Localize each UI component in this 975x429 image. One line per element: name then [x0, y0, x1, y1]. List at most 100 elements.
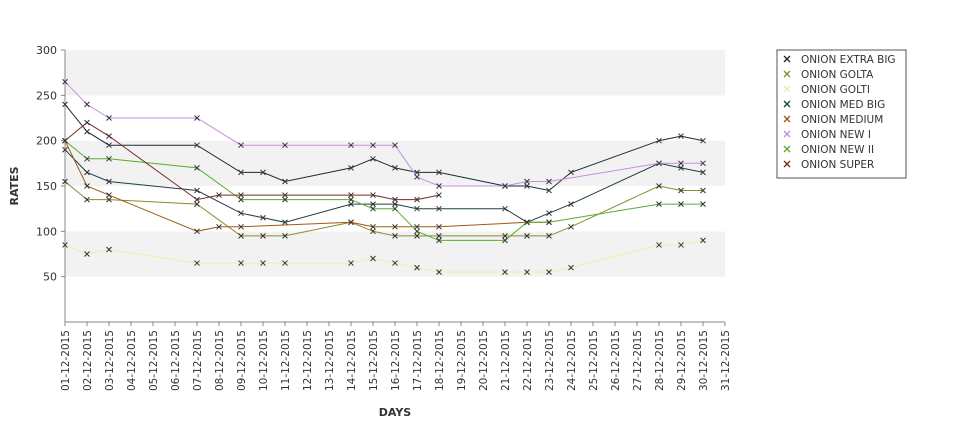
data-point: [436, 269, 442, 275]
data-point: [656, 183, 662, 189]
data-point: [194, 115, 200, 121]
legend-label: ONION GOLTI: [801, 84, 870, 96]
data-point: [546, 269, 552, 275]
legend-marker: [783, 115, 791, 123]
x-tick-label: 17-12-2015: [412, 330, 424, 391]
data-point: [524, 183, 530, 189]
data-point: [678, 187, 684, 194]
legend-label: ONION NEW II: [801, 144, 874, 156]
x-axis-title: DAYS: [379, 406, 412, 419]
data-point: [414, 233, 420, 239]
data-point: [678, 165, 684, 171]
data-point: [238, 233, 244, 239]
data-point: [282, 192, 288, 198]
data-point: [84, 169, 90, 176]
x-tick-label: 09-12-2015: [236, 330, 248, 391]
legend-label: ONION GOLTA: [801, 69, 874, 81]
data-point: [62, 242, 68, 248]
y-tick-label: 300: [36, 44, 57, 57]
data-point: [194, 165, 200, 171]
x-tick-label: 04-12-2015: [126, 330, 138, 391]
data-point: [546, 233, 552, 239]
data-point: [656, 160, 662, 167]
data-point: [414, 174, 420, 180]
data-point: [436, 169, 442, 176]
data-point: [84, 251, 90, 257]
data-point: [392, 201, 398, 207]
x-tick-label: 29-12-2015: [676, 330, 688, 391]
grid-band: [65, 50, 725, 96]
data-point: [502, 269, 508, 275]
data-point: [238, 169, 244, 176]
data-point: [282, 142, 288, 149]
data-point: [62, 78, 68, 85]
data-point: [260, 214, 266, 221]
data-point: [260, 233, 266, 239]
data-point: [106, 142, 112, 149]
data-point: [194, 196, 200, 203]
data-point: [348, 192, 354, 198]
data-point: [348, 196, 354, 203]
data-point: [700, 160, 706, 167]
data-point: [414, 205, 420, 212]
data-point: [414, 228, 420, 235]
x-tick-label: 03-12-2015: [104, 330, 116, 391]
data-point: [656, 201, 662, 207]
x-tick-label: 13-12-2015: [324, 330, 336, 391]
data-point: [106, 155, 112, 162]
data-point: [370, 192, 376, 198]
data-point: [370, 201, 376, 207]
data-point: [62, 137, 68, 144]
x-tick-label: 07-12-2015: [192, 330, 204, 391]
data-point: [370, 228, 376, 235]
data-point: [194, 142, 200, 149]
data-point: [194, 187, 200, 194]
data-point: [370, 205, 376, 212]
x-tick-label: 21-12-2015: [500, 330, 512, 391]
data-point: [546, 219, 552, 226]
data-point: [348, 260, 354, 266]
data-point: [436, 237, 442, 244]
x-tick-label: 16-12-2015: [390, 330, 402, 391]
legend: ONION EXTRA BIG ONION GOLTA ONION GOLTI ONI…: [776, 49, 907, 179]
data-point: [84, 101, 90, 108]
data-point: [238, 196, 244, 203]
x-tick-label: 15-12-2015: [368, 330, 380, 391]
data-point: [656, 242, 662, 248]
x-tick-label: 24-12-2015: [566, 330, 578, 391]
x-tick-label: 11-12-2015: [280, 330, 292, 391]
data-point: [106, 196, 112, 203]
x-tick-label: 28-12-2015: [654, 330, 666, 391]
data-point: [84, 155, 90, 162]
grid-band: [65, 231, 725, 277]
plot-background: [65, 50, 725, 322]
data-point: [216, 192, 222, 198]
data-point: [84, 196, 90, 203]
data-point: [348, 201, 354, 207]
legend-marker: [783, 145, 791, 153]
legend-label: ONION MED BIG: [801, 99, 885, 111]
series-group: [62, 237, 706, 275]
y-tick-label: 100: [36, 225, 57, 238]
data-point: [392, 142, 398, 149]
data-point: [282, 178, 288, 185]
legend-label: ONION NEW I: [801, 129, 871, 141]
x-tick-label: 25-12-2015: [588, 330, 600, 391]
y-axis: 50 100 150 200 250 300: [36, 44, 66, 322]
data-point: [194, 201, 200, 207]
series-group: [62, 119, 442, 203]
data-point: [436, 183, 442, 189]
data-point: [414, 264, 420, 271]
data-point: [524, 269, 530, 275]
data-point: [678, 242, 684, 248]
legend-marker: [783, 160, 791, 168]
data-point: [524, 178, 530, 185]
x-tick-label: 08-12-2015: [214, 330, 226, 391]
data-point: [502, 183, 508, 189]
data-point: [348, 142, 354, 149]
data-point: [260, 260, 266, 266]
data-point: [392, 205, 398, 212]
x-tick-label: 02-12-2015: [82, 330, 94, 391]
data-point: [238, 223, 244, 230]
